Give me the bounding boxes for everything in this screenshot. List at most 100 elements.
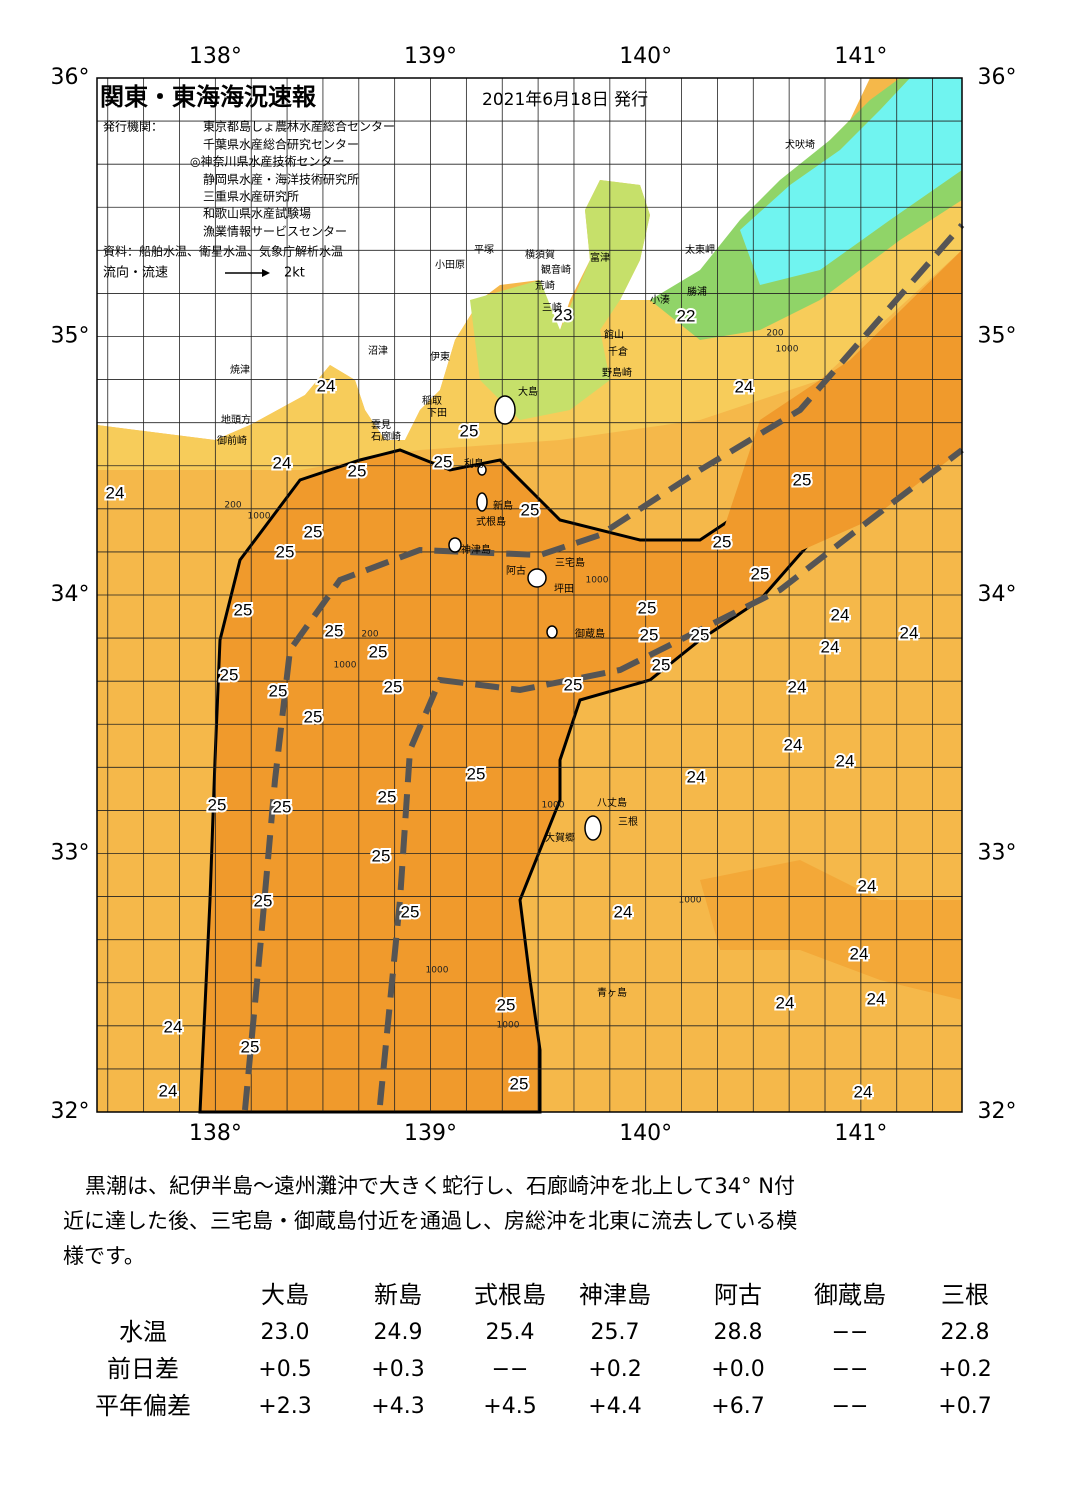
table-header: 阿古 xyxy=(714,1281,762,1309)
place-name: 御蔵島 xyxy=(575,627,605,640)
issuer: 静岡県水産・海洋技術研究所 xyxy=(203,172,359,187)
table-header: 三根 xyxy=(941,1281,989,1309)
isotherm-label: 24 xyxy=(687,767,706,786)
table-header: 神津島 xyxy=(579,1281,651,1309)
place-name: 雲見 xyxy=(371,419,391,431)
isotherm-label: 24 xyxy=(831,605,850,624)
isotherm-label: 25 xyxy=(521,500,540,519)
lat-tick-label: 33° xyxy=(978,841,1017,866)
place-name: 御前崎 xyxy=(217,434,247,447)
lon-tick-label: 140° xyxy=(619,1121,672,1146)
place-name: 大島 xyxy=(518,385,538,398)
isotherm-label: 24 xyxy=(821,637,840,656)
table-cell: 28.8 xyxy=(714,1320,763,1345)
lon-tick-label: 139° xyxy=(404,44,457,69)
isotherm-label: 25 xyxy=(234,600,253,619)
depth-label: 1000 xyxy=(497,1021,520,1031)
table-cell: −− xyxy=(832,1394,869,1419)
sea-green xyxy=(470,180,650,420)
isotherm-label: 25 xyxy=(691,625,710,644)
issuer: 三重県水産研究所 xyxy=(203,189,299,204)
place-name: 小湊 xyxy=(650,293,670,306)
place-name: 石廊崎 xyxy=(371,430,401,443)
place-name: 地頭方 xyxy=(221,413,251,426)
isotherm-label: 25 xyxy=(304,522,323,541)
table-cell: −− xyxy=(492,1357,529,1382)
isotherm-label: 24 xyxy=(106,483,125,502)
lon-tick-label: 140° xyxy=(619,44,672,69)
table-cell: +0.5 xyxy=(258,1357,311,1382)
row-label: 平年偏差 xyxy=(95,1392,191,1420)
kuroshio-axis xyxy=(377,447,964,1106)
isotherm-label: 25 xyxy=(325,621,344,640)
isotherm-label: 24 xyxy=(784,735,803,754)
place-name: 八丈島 xyxy=(597,796,627,809)
island xyxy=(448,537,462,553)
lon-tick-label: 141° xyxy=(834,44,887,69)
table-header: 新島 xyxy=(374,1281,422,1309)
isotherm-label: 25 xyxy=(793,470,812,489)
isotherm-label: 22 xyxy=(677,306,696,325)
table-cell: +4.4 xyxy=(588,1394,641,1419)
islands xyxy=(448,395,602,841)
place-name: 富津 xyxy=(590,251,610,264)
isotherm-label: 25 xyxy=(652,655,671,674)
place-name: 太東岬 xyxy=(685,243,715,256)
table-header: 御蔵島 xyxy=(814,1281,886,1309)
isotherm-label: 23 xyxy=(554,305,573,324)
table-cell: 25.4 xyxy=(486,1320,535,1345)
description-line: 黒潮は、紀伊半島～遠州灘沖で大きく蛇行し、石廊崎沖を北上して34° N付 xyxy=(85,1174,795,1198)
lat-tick-label: 35° xyxy=(51,324,90,349)
legend-scale: 2kt xyxy=(284,266,305,281)
map-labels: 24 24 24 25 25 25 25 25 25 25 25 25 25 25 25 25 25 25 25 25… xyxy=(104,138,921,1103)
isotherm-label: 24 xyxy=(159,1081,178,1100)
lat-tick-label: 34° xyxy=(51,582,90,607)
isotherm-label: 24 xyxy=(317,376,336,395)
kuroshio-axis xyxy=(242,223,965,1111)
place-name: 下田 xyxy=(427,408,447,419)
place-name: 小田原 xyxy=(435,259,465,271)
isotherm-label: 25 xyxy=(640,625,659,644)
map: 24 24 24 25 25 25 25 25 25 25 25 25 25 25 25 25 25 25 25 25… xyxy=(96,77,965,1114)
lon-tick-label: 139° xyxy=(404,1121,457,1146)
table-cell: +0.2 xyxy=(588,1357,641,1382)
issuer: 漁業情報サービスセンター xyxy=(203,225,347,239)
isotherm-label: 25 xyxy=(434,452,453,471)
depth-label: 1000 xyxy=(776,345,799,355)
isotherm-label: 24 xyxy=(164,1017,183,1036)
depth-label: 1000 xyxy=(542,801,565,811)
island xyxy=(546,625,558,639)
isotherm-label: 25 xyxy=(220,665,239,684)
place-name: 野島崎 xyxy=(602,366,632,379)
depth-label: 1000 xyxy=(248,512,271,522)
place-name: 平塚 xyxy=(474,244,494,256)
lon-tick-label: 141° xyxy=(834,1121,887,1146)
place-name: 勝浦 xyxy=(687,285,707,298)
island xyxy=(527,568,547,588)
isotherm-label: 25 xyxy=(638,598,657,617)
source: 資料：船舶水温、衛星水温、気象庁解析水温 xyxy=(103,244,343,259)
isotherm-label: 24 xyxy=(900,623,919,642)
place-name: 焼津 xyxy=(230,364,250,376)
place-name: 荒崎 xyxy=(535,279,555,292)
table-cell: +6.7 xyxy=(711,1394,764,1419)
isotherm-label: 25 xyxy=(497,995,516,1014)
table-cell: +0.2 xyxy=(938,1357,991,1382)
isotherm-label: 25 xyxy=(384,677,403,696)
place-name: 新島 xyxy=(493,499,513,512)
island xyxy=(477,464,487,476)
isotherm-label: 25 xyxy=(401,902,420,921)
sea-cyan xyxy=(740,78,962,285)
isotherm-label: 25 xyxy=(241,1037,260,1056)
table-header: 式根島 xyxy=(474,1281,546,1309)
lat-tick-label: 34° xyxy=(978,582,1017,607)
lat-tick-label: 32° xyxy=(51,1099,90,1124)
lon-tick-label: 138° xyxy=(189,1121,242,1146)
table-cell: −− xyxy=(832,1320,869,1345)
isotherm-label: 25 xyxy=(378,787,397,806)
row-label: 前日差 xyxy=(107,1355,179,1383)
place-name: 千倉 xyxy=(608,345,628,358)
isotherm-label: 25 xyxy=(713,532,732,551)
